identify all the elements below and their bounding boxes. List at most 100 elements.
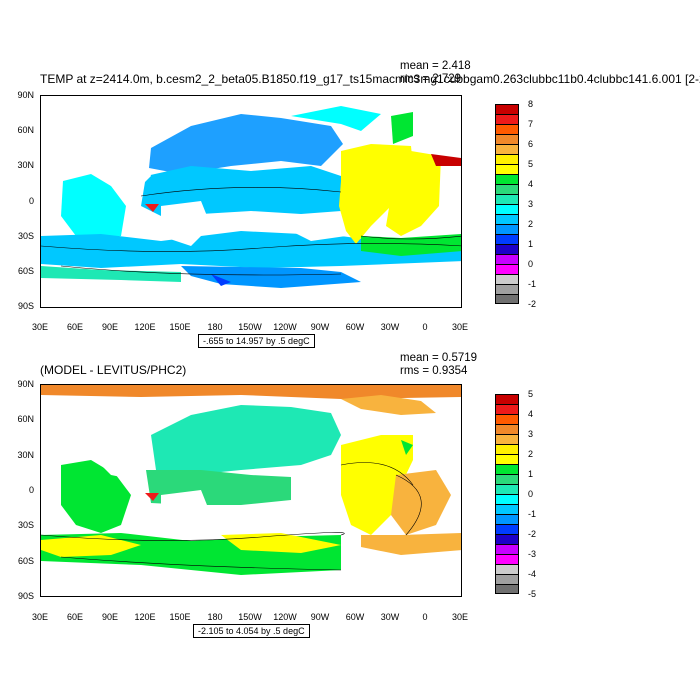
map-title: (MODEL - LEVITUS/PHC2) — [40, 363, 187, 377]
legend-label: -2 — [528, 299, 537, 309]
legend-swatch — [495, 254, 519, 264]
legend-swatch — [495, 564, 519, 574]
lon-label: 90W — [310, 322, 330, 332]
lon-label: 30E — [451, 612, 468, 622]
legend-swatch — [495, 234, 519, 244]
lon-label: 180 — [207, 322, 223, 332]
legend-swatch — [495, 574, 519, 584]
lon-label: 60W — [345, 322, 365, 332]
lon-label: 30W — [380, 612, 400, 622]
lon-label: 120W — [273, 322, 297, 332]
legend-swatch — [495, 134, 519, 144]
lon-label: 60W — [345, 612, 365, 622]
lon-label: 150E — [169, 612, 191, 622]
temperature-map — [41, 106, 461, 288]
mean-stat: mean = 2.418 — [400, 60, 471, 72]
legend-label: 5 — [528, 389, 534, 399]
legend-label: 4 — [528, 409, 534, 419]
legend-swatch — [495, 164, 519, 174]
lon-label: 30E — [451, 322, 468, 332]
lon-label: 60E — [66, 322, 83, 332]
difference-map — [41, 385, 461, 575]
legend-swatch — [495, 244, 519, 254]
legend-swatch — [495, 154, 519, 164]
legend-swatch — [495, 104, 519, 114]
legend-swatch — [495, 534, 519, 544]
lon-label: 90W — [310, 612, 330, 622]
legend-label: 2 — [528, 219, 534, 229]
legend-swatch — [495, 294, 519, 304]
legend-swatch — [495, 194, 519, 204]
legend-swatch — [495, 454, 519, 464]
lon-label: 120W — [273, 612, 297, 622]
legend-swatch — [495, 214, 519, 224]
legend-swatch — [495, 124, 519, 134]
legend-label: 1 — [528, 469, 534, 479]
legend-label: -1 — [528, 279, 537, 289]
legend-label: 3 — [528, 199, 534, 209]
lat-label: 60N — [17, 414, 34, 424]
legend-label: -4 — [528, 569, 537, 579]
legend-swatch — [495, 114, 519, 124]
map-frame — [40, 95, 462, 308]
legend-label: 8 — [528, 99, 534, 109]
lat-label: 90N — [17, 90, 34, 100]
lon-label: 90E — [101, 612, 118, 622]
lat-label: 90S — [17, 301, 34, 311]
lon-label: 0 — [422, 322, 428, 332]
legend-swatch — [495, 264, 519, 274]
legend-swatch — [495, 394, 519, 404]
lon-label: 30E — [31, 322, 48, 332]
legend-label: -3 — [528, 549, 537, 559]
legend-swatch — [495, 524, 519, 534]
legend-swatch — [495, 554, 519, 564]
color-legend — [495, 394, 519, 594]
lat-label: 30S — [17, 231, 34, 241]
legend-label: 4 — [528, 179, 534, 189]
legend-swatch — [495, 474, 519, 484]
legend-swatch — [495, 144, 519, 154]
legend-label: -2 — [528, 529, 537, 539]
legend-swatch — [495, 404, 519, 414]
lat-label: 30N — [17, 160, 34, 170]
legend-swatch — [495, 514, 519, 524]
color-legend — [495, 104, 519, 304]
legend-swatch — [495, 484, 519, 494]
lat-label: 90S — [17, 591, 34, 601]
legend-label: 0 — [528, 489, 534, 499]
legend-swatch — [495, 584, 519, 594]
lat-label: 0 — [28, 485, 34, 495]
lat-label: 30S — [17, 520, 34, 530]
lon-label: 120E — [134, 322, 156, 332]
lon-label: 150W — [238, 612, 262, 622]
map-title: TEMP at z=2414.0m, b.cesm2_2_beta05.B185… — [40, 72, 700, 86]
legend-label: 5 — [528, 159, 534, 169]
lat-label: 60N — [17, 125, 34, 135]
contour-range-label: -.655 to 14.957 by .5 degC — [198, 334, 315, 348]
lon-label: 180 — [207, 612, 223, 622]
lat-label: 30N — [17, 450, 34, 460]
lon-label: 60E — [66, 612, 83, 622]
lon-label: 120E — [134, 612, 156, 622]
lat-label: 90N — [17, 379, 34, 389]
legend-swatch — [495, 414, 519, 424]
legend-swatch — [495, 284, 519, 294]
legend-label: 6 — [528, 139, 534, 149]
legend-swatch — [495, 444, 519, 454]
legend-label: 2 — [528, 449, 534, 459]
legend-label: 7 — [528, 119, 534, 129]
lon-label: 90E — [101, 322, 118, 332]
lat-label: 60S — [17, 266, 34, 276]
map-frame — [40, 384, 462, 597]
lon-label: 30E — [31, 612, 48, 622]
legend-label: 1 — [528, 239, 534, 249]
legend-swatch — [495, 424, 519, 434]
legend-swatch — [495, 434, 519, 444]
legend-swatch — [495, 174, 519, 184]
lon-label: 150E — [169, 322, 191, 332]
legend-swatch — [495, 204, 519, 214]
lat-label: 0 — [28, 196, 34, 206]
lon-label: 150W — [238, 322, 262, 332]
rms-stat: rms = 0.9354 — [400, 365, 468, 377]
legend-swatch — [495, 504, 519, 514]
